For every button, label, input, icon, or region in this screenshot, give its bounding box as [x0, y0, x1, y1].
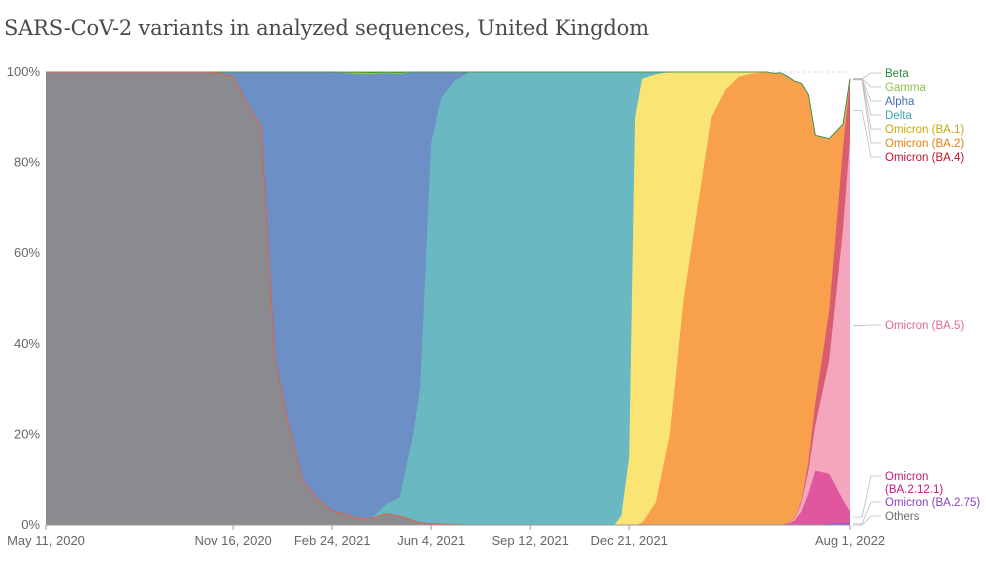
legend-label-beta: Beta — [885, 68, 909, 80]
legend-connector-beta — [853, 72, 881, 80]
x-tick-label: Aug 1, 2022 — [815, 533, 885, 548]
area-layer — [46, 71, 851, 526]
legend-label-line: (BA.2.12.1) — [885, 484, 943, 496]
legend-label-omicron-ba-2: Omicron (BA.2) — [885, 138, 964, 150]
legend-connector-omicron-ba-1 — [853, 78, 881, 130]
legend-label-omicron-ba-5: Omicron (BA.5) — [885, 320, 964, 332]
x-tick-label: Sep 12, 2021 — [492, 533, 569, 548]
chart-title: SARS-CoV-2 variants in analyzed sequence… — [4, 16, 649, 40]
x-tick-label: Dec 21, 2021 — [591, 533, 668, 548]
area-omicron-ba-2 — [46, 72, 850, 525]
x-tick-label: Jun 4, 2021 — [397, 533, 465, 548]
legend-label-others: Others — [885, 511, 920, 523]
y-tick-label: 100% — [7, 64, 41, 79]
area-others — [46, 72, 850, 525]
x-tick-label: May 11, 2020 — [7, 533, 85, 548]
legend-connector-delta — [853, 78, 881, 116]
x-tick-label: Feb 24, 2021 — [294, 533, 371, 548]
legend-connector-omicron-ba-4 — [853, 110, 881, 158]
legend-connector-omicron-ba-2 — [853, 79, 881, 144]
area-omicron-ba-1 — [46, 72, 850, 525]
legend-connector-omicron-ba-2-12-1 — [853, 475, 881, 518]
y-tick-label: 80% — [14, 155, 40, 170]
legend-layer: Beta Gamma Alpha Delta Omicron (BA.1) Omicron… — [853, 68, 980, 526]
legend-connector-others — [853, 515, 881, 526]
legend-label-alpha: Alpha — [885, 96, 915, 108]
area-delta — [46, 72, 850, 525]
axis-layer: 0% 20% 40% 60% 80% 100% May 11, 2020 Nov 16, 20… — [7, 64, 885, 548]
y-tick-label: 20% — [14, 426, 40, 441]
legend-label-gamma: Gamma — [885, 82, 927, 94]
legend-label-omicron-ba-2-12-1: Omicron (BA.2.12.1) — [885, 471, 943, 496]
legend-label-omicron-ba-1: Omicron (BA.1) — [885, 124, 964, 136]
legend-label-omicron-ba-4: Omicron (BA.4) — [885, 152, 964, 164]
line-beta — [46, 71, 851, 140]
legend-label-omicron-ba-2-75: Omicron (BA.2.75) — [885, 497, 980, 509]
legend-label-line: Omicron — [885, 471, 928, 483]
legend-label-delta: Delta — [885, 110, 912, 122]
x-tick-label: Nov 16, 2020 — [194, 533, 271, 548]
y-tick-label: 60% — [14, 245, 40, 260]
y-tick-label: 0% — [21, 517, 40, 532]
y-tick-label: 40% — [14, 336, 40, 351]
legend-connector-omicron-ba-2-75 — [853, 501, 881, 525]
legend-connector-omicron-ba-5 — [853, 324, 881, 327]
